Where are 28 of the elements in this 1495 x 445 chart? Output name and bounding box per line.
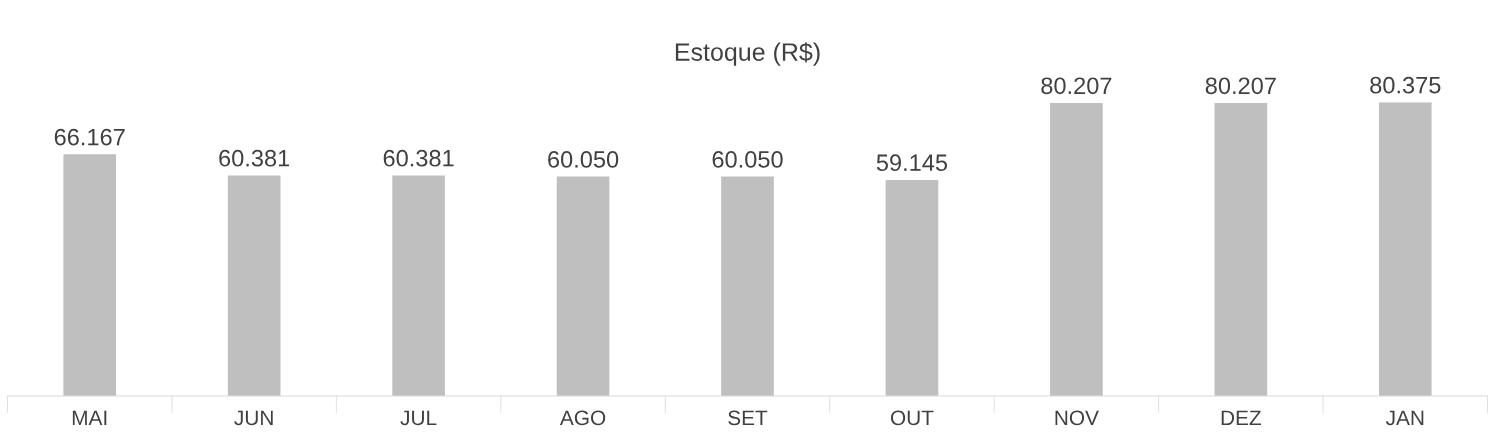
bar [721, 176, 774, 397]
bar [1050, 102, 1103, 397]
x-tick-label: DEZ [1221, 410, 1262, 426]
bar [556, 176, 610, 397]
data-label: 60.381 [383, 149, 454, 167]
bar [63, 154, 117, 397]
bar [885, 179, 939, 397]
x-tick-label: OUT [890, 410, 934, 426]
bar [1378, 102, 1432, 397]
x-tick-label: JAN [1385, 410, 1424, 426]
data-label: 80.207 [1205, 77, 1276, 95]
data-label: 60.050 [548, 151, 619, 168]
x-tick-label: JUL [400, 410, 437, 426]
data-label: 66.167 [54, 128, 125, 146]
x-tick-label: MAI [72, 410, 107, 426]
data-label: 60.050 [712, 151, 783, 168]
data-label: 60.381 [219, 149, 290, 167]
data-label: 80.375 [1370, 76, 1441, 94]
chart-title: Estoque (R$) [675, 42, 820, 66]
x-tick-label: JUN [234, 410, 273, 426]
x-tick-label: SET [728, 410, 768, 426]
x-tick-label: AGO [559, 410, 606, 426]
bar [227, 175, 281, 397]
bar [1214, 102, 1268, 397]
x-tick-label: NOV [1055, 410, 1099, 426]
bar [392, 175, 445, 397]
data-label: 80.207 [1041, 77, 1112, 95]
data-label: 59.145 [876, 154, 948, 172]
